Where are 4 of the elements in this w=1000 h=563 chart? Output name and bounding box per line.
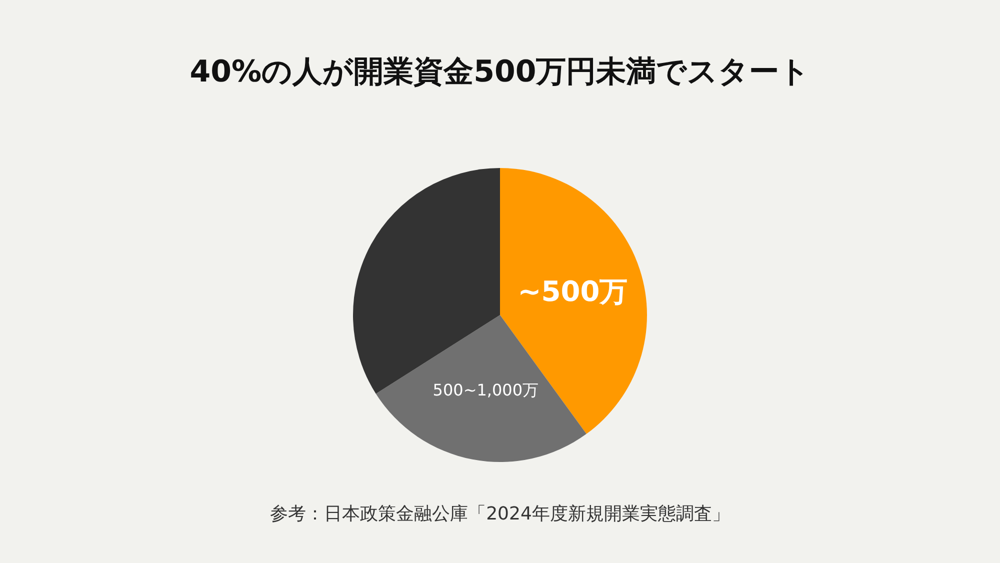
slice-label: ~500万 — [518, 274, 628, 308]
chart-title: 40%の人が開業資金500万円未満でスタート — [190, 54, 810, 90]
text: 参考：日本政策金融公庫「2024年度新規開業実態調査」 — [270, 504, 730, 524]
slice-label: 500~1,000万 — [432, 380, 539, 400]
